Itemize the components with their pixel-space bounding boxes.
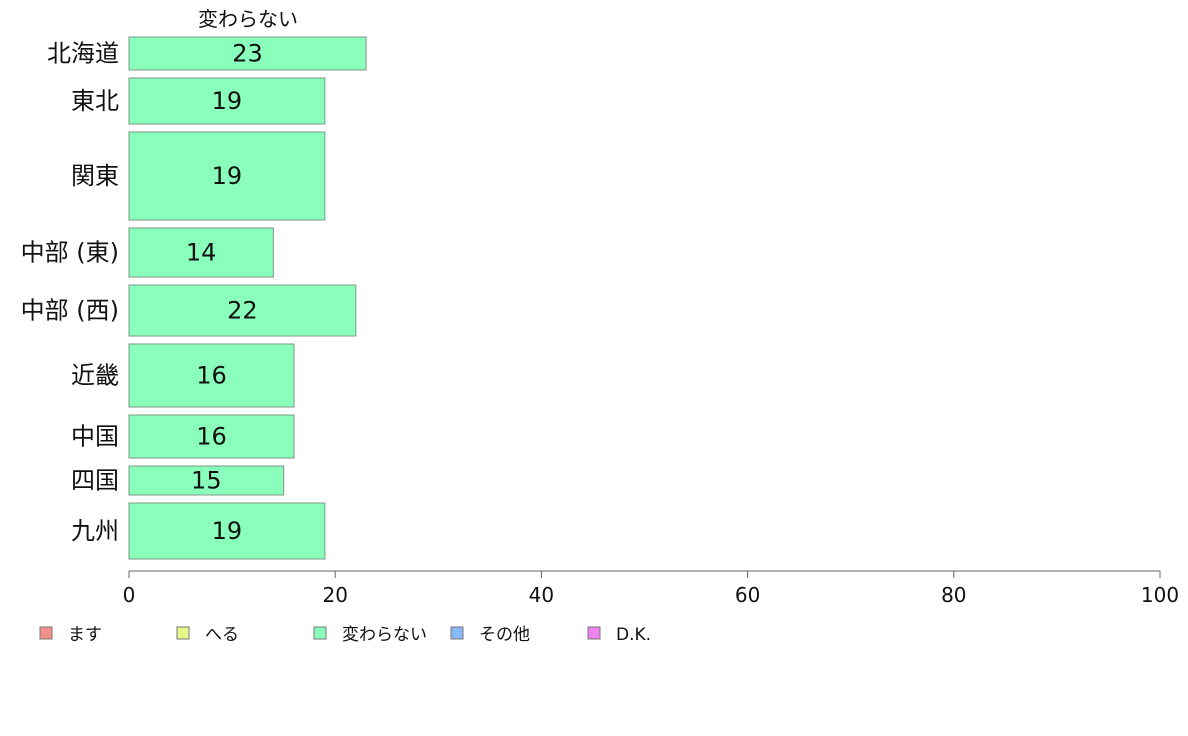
bar — [128, 131, 326, 221]
x-axis: 0 20 40 60 80 100 — [123, 570, 1179, 607]
data-label: 19 — [212, 87, 243, 115]
legend-label: ます — [68, 625, 102, 645]
x-tick-label: 60 — [735, 583, 760, 607]
data-label: 19 — [212, 517, 243, 545]
legend-swatch — [313, 626, 327, 640]
bars-group: 23 19 19 14 22 16 16 15 19 — [128, 36, 367, 560]
legend-label: へる — [205, 625, 239, 645]
data-label: 15 — [191, 467, 222, 495]
legend-swatch — [587, 626, 601, 640]
category-label: 近畿 — [71, 362, 119, 390]
data-label: 22 — [227, 297, 258, 325]
bar — [128, 36, 367, 71]
legend-label: その他 — [479, 625, 530, 645]
category-label: 北海道 — [47, 40, 119, 68]
x-tick-label: 40 — [529, 583, 554, 607]
data-label: 16 — [196, 362, 227, 390]
category-label: 四国 — [71, 467, 119, 495]
legend-swatch — [450, 626, 464, 640]
x-tick-label: 0 — [123, 583, 136, 607]
data-label: 14 — [186, 239, 217, 267]
bar — [128, 343, 295, 408]
category-label: 中部 (東) — [21, 239, 119, 267]
x-tick-label: 80 — [941, 583, 966, 607]
category-label: 関東 — [71, 162, 119, 190]
bar — [128, 465, 285, 496]
category-label: 九州 — [71, 517, 119, 545]
x-tick-label: 20 — [322, 583, 347, 607]
data-label: 19 — [212, 162, 243, 190]
legend-label: 変わらない — [342, 625, 427, 645]
x-tick-label: 100 — [1141, 583, 1179, 607]
category-label: 中部 (西) — [21, 297, 119, 325]
bar — [128, 77, 326, 125]
category-label: 中国 — [71, 423, 119, 451]
category-label: 東北 — [71, 87, 119, 115]
legend-swatch — [176, 626, 190, 640]
bar — [128, 502, 326, 560]
data-label: 23 — [232, 40, 263, 68]
legend: ます へる 変わらない その他 D.K. — [39, 625, 651, 645]
series-title: 変わらない — [198, 7, 298, 31]
bar — [128, 227, 274, 278]
bar — [128, 284, 357, 337]
legend-swatch — [39, 626, 53, 640]
legend-label: D.K. — [616, 625, 651, 645]
bar — [128, 414, 295, 459]
data-label: 16 — [196, 423, 227, 451]
